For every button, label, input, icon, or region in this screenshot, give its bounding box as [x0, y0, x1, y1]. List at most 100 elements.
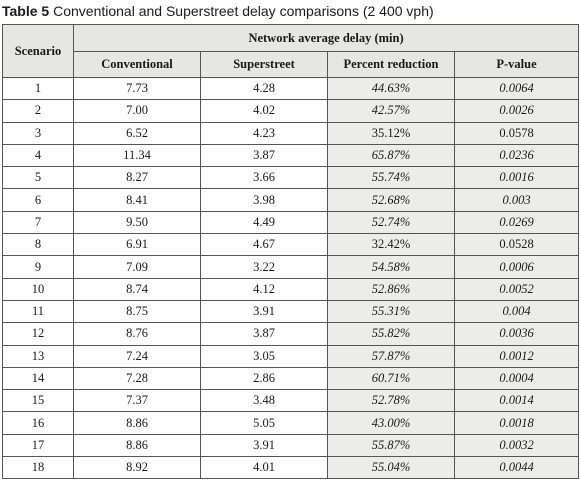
cell-superstreet: 4.23: [200, 121, 328, 145]
header-percent-reduction: Percent reduction: [327, 51, 455, 78]
cell-conventional: 6.52: [73, 121, 201, 145]
cell-superstreet: 5.05: [200, 411, 328, 435]
cell-scenario: 13: [2, 344, 74, 368]
cell-superstreet: 3.87: [200, 143, 328, 168]
cell-percent-reduction: 55.74%: [327, 166, 455, 190]
cell-p-value: 0.0236: [453, 143, 580, 168]
table-row: 4 11.34 3.87 65.87% 0.0236: [2, 143, 580, 168]
cell-conventional: 7.37: [73, 389, 201, 413]
table-row: 16 8.86 5.05 43.00% 0.0018: [2, 411, 580, 435]
cell-percent-reduction: 54.58%: [327, 255, 455, 279]
table-row: 11 8.75 3.91 55.31% 0.004: [2, 299, 580, 324]
cell-superstreet: 3.91: [200, 433, 328, 458]
cell-conventional: 9.50: [73, 210, 201, 235]
cell-conventional: 7.09: [73, 255, 201, 279]
table-row: 13 7.24 3.05 57.87% 0.0012: [2, 344, 580, 368]
cell-percent-reduction: 52.68%: [327, 188, 455, 212]
cell-superstreet: 3.66: [200, 166, 328, 190]
cell-percent-reduction: 42.57%: [327, 99, 455, 123]
cell-conventional: 8.27: [73, 166, 201, 190]
cell-superstreet: 4.12: [200, 277, 328, 301]
cell-p-value: 0.004: [453, 299, 580, 324]
table-body: 1 7.73 4.28 44.63% 0.0064 2 7.00 4.02 42.57% 0.00…: [2, 76, 580, 480]
cell-scenario: 3: [2, 121, 74, 145]
cell-percent-reduction: 55.87%: [327, 433, 455, 458]
cell-p-value: 0.0036: [453, 322, 580, 346]
cell-scenario: 9: [2, 255, 74, 279]
cell-scenario: 12: [2, 322, 74, 346]
table-row: 12 8.76 3.87 55.82% 0.0036: [2, 322, 580, 346]
cell-percent-reduction: 52.86%: [327, 277, 455, 301]
table-row: 3 6.52 4.23 35.12% 0.0578: [2, 121, 580, 145]
cell-scenario: 8: [2, 233, 74, 257]
cell-conventional: 11.34: [73, 143, 201, 168]
cell-scenario: 17: [2, 433, 74, 458]
table-row: 14 7.28 2.86 60.71% 0.0004: [2, 366, 580, 391]
cell-p-value: 0.0064: [453, 76, 580, 101]
header-scenario: Scenario: [2, 24, 74, 78]
table-caption: Table 5 Conventional and Superstreet del…: [2, 0, 434, 22]
cell-percent-reduction: 32.42%: [327, 233, 455, 257]
cell-superstreet: 3.22: [200, 255, 328, 279]
table-row: 17 8.86 3.91 55.87% 0.0032: [2, 433, 580, 458]
table-row: 2 7.00 4.02 42.57% 0.0026: [2, 99, 580, 123]
cell-p-value: 0.0578: [453, 121, 580, 145]
cell-conventional: 8.92: [73, 456, 201, 480]
cell-percent-reduction: 43.00%: [327, 411, 455, 435]
cell-conventional: 8.41: [73, 188, 201, 212]
cell-percent-reduction: 35.12%: [327, 121, 455, 145]
cell-percent-reduction: 52.78%: [327, 389, 455, 413]
header-superstreet: Superstreet: [200, 51, 328, 78]
cell-percent-reduction: 60.71%: [327, 366, 455, 391]
cell-scenario: 7: [2, 210, 74, 235]
cell-percent-reduction: 52.74%: [327, 210, 455, 235]
cell-p-value: 0.0016: [453, 166, 580, 190]
cell-conventional: 8.86: [73, 411, 201, 435]
cell-scenario: 18: [2, 456, 74, 480]
cell-scenario: 5: [2, 166, 74, 190]
cell-superstreet: 3.91: [200, 299, 328, 324]
cell-percent-reduction: 65.87%: [327, 143, 455, 168]
cell-superstreet: 4.49: [200, 210, 328, 235]
cell-superstreet: 3.48: [200, 389, 328, 413]
cell-conventional: 7.24: [73, 344, 201, 368]
table-row: 18 8.92 4.01 55.04% 0.0044: [2, 456, 580, 480]
table-caption-label: Table 5: [2, 3, 50, 19]
cell-superstreet: 3.87: [200, 322, 328, 346]
cell-scenario: 11: [2, 299, 74, 324]
cell-superstreet: 3.98: [200, 188, 328, 212]
cell-p-value: 0.0044: [453, 456, 580, 480]
header-p-value: P-value: [453, 51, 580, 78]
cell-p-value: 0.0026: [453, 99, 580, 123]
cell-conventional: 8.75: [73, 299, 201, 324]
cell-superstreet: 2.86: [200, 366, 328, 391]
table-row: 6 8.41 3.98 52.68% 0.003: [2, 188, 580, 212]
header-row-columns: Conventional Superstreet Percent reducti…: [3, 51, 580, 78]
cell-percent-reduction: 55.82%: [327, 322, 455, 346]
cell-superstreet: 4.28: [200, 76, 328, 101]
cell-superstreet: 4.01: [200, 456, 328, 480]
cell-p-value: 0.0528: [453, 233, 580, 257]
header-network-average-delay: Network average delay (min): [72, 24, 580, 52]
cell-conventional: 8.74: [73, 277, 201, 301]
table-caption-text: Conventional and Superstreet delay compa…: [53, 3, 434, 19]
cell-scenario: 16: [2, 411, 74, 435]
delay-comparison-table: Scenario Network average delay (min) Con…: [2, 24, 580, 480]
cell-percent-reduction: 57.87%: [327, 344, 455, 368]
cell-conventional: 7.73: [73, 76, 201, 101]
cell-percent-reduction: 44.63%: [327, 76, 455, 101]
cell-superstreet: 4.67: [200, 233, 328, 257]
header-row-group: Scenario Network average delay (min): [2, 24, 580, 78]
cell-scenario: 4: [2, 143, 74, 168]
table-row: 1 7.73 4.28 44.63% 0.0064: [2, 76, 580, 101]
cell-conventional: 8.76: [73, 322, 201, 346]
cell-scenario: 14: [2, 366, 74, 391]
cell-superstreet: 3.05: [200, 344, 328, 368]
cell-p-value: 0.003: [453, 188, 580, 212]
table-row: 5 8.27 3.66 55.74% 0.0016: [2, 166, 580, 190]
cell-percent-reduction: 55.04%: [327, 456, 455, 480]
table-row: 9 7.09 3.22 54.58% 0.0006: [2, 255, 580, 279]
cell-scenario: 2: [2, 99, 74, 123]
cell-p-value: 0.0269: [453, 210, 580, 235]
table-row: 15 7.37 3.48 52.78% 0.0014: [2, 389, 580, 413]
